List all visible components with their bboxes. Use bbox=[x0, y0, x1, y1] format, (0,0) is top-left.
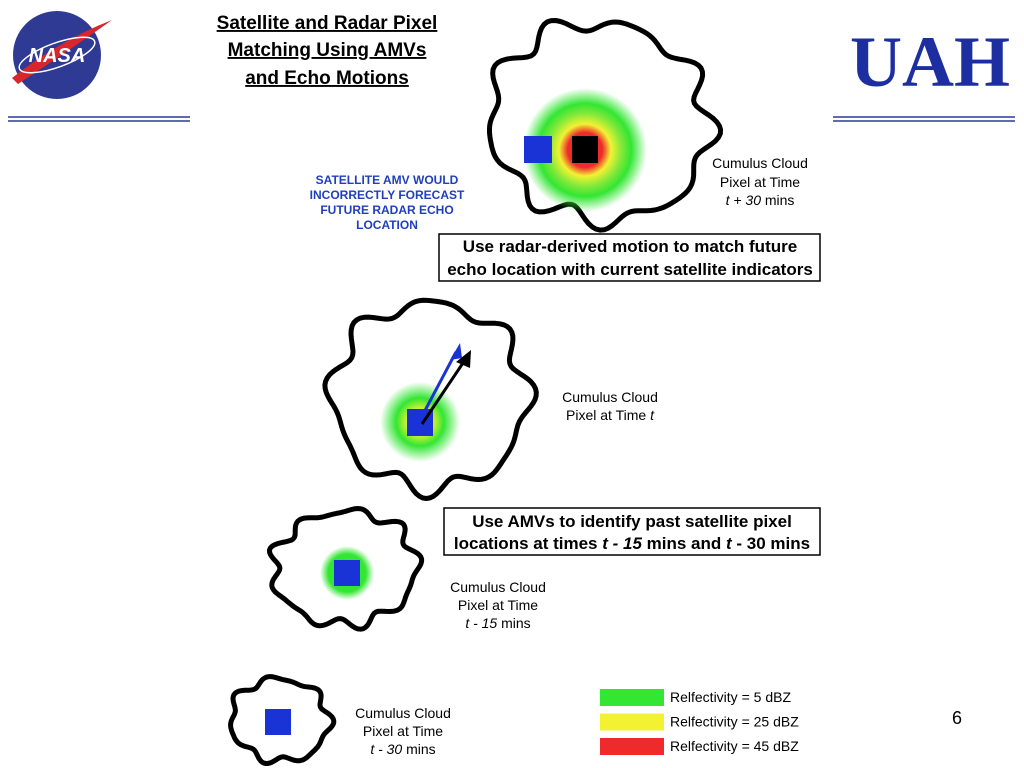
header-rules bbox=[8, 116, 1015, 122]
cloud-label: t - 30 mins bbox=[370, 741, 435, 757]
texts: Satellite and Radar Pixel Matching Using … bbox=[217, 13, 962, 757]
text-segment: Cumulus Cloud bbox=[562, 389, 658, 405]
callout-box bbox=[438, 233, 821, 282]
callout-text: Use radar-derived motion to match future bbox=[463, 237, 797, 256]
text-segment: echo location with current satellite ind… bbox=[447, 260, 813, 279]
legend-label: Relfectivity = 45 dBZ bbox=[670, 738, 799, 754]
cloud-label: Pixel at Time bbox=[363, 723, 443, 739]
text-segment: t - 30 bbox=[370, 741, 402, 757]
callout-text: locations at times t - 15 mins and t - 3… bbox=[454, 534, 810, 553]
legend-label: Relfectivity = 5 dBZ bbox=[670, 689, 791, 705]
text-segment: mins bbox=[402, 741, 435, 757]
slide-title: Satellite and Radar Pixel bbox=[217, 13, 438, 34]
text-segment: mins bbox=[761, 192, 794, 208]
callout-text: Use AMVs to identify past satellite pixe… bbox=[472, 512, 792, 531]
satellite-pixel bbox=[524, 136, 552, 163]
warning-text: SATELLITE AMV WOULD bbox=[316, 173, 459, 187]
page-number: 6 bbox=[952, 708, 962, 728]
cloud-label: t + 30 mins bbox=[726, 192, 795, 208]
warning-text: LOCATION bbox=[356, 218, 418, 232]
callout-text: echo location with current satellite ind… bbox=[447, 260, 813, 279]
logo-text: NASA bbox=[29, 45, 86, 67]
radar-pixel bbox=[572, 136, 598, 163]
text-segment: t + 30 bbox=[726, 192, 762, 208]
text-segment: t - 15 bbox=[465, 615, 497, 631]
cloud-label: Cumulus Cloud bbox=[562, 389, 658, 405]
cloud-label: Cumulus Cloud bbox=[712, 155, 808, 171]
text-segment: t - 15 bbox=[602, 534, 642, 553]
text-segment: Pixel at Time bbox=[566, 407, 650, 423]
text-segment: Pixel at Time bbox=[720, 174, 800, 190]
cloud-label: Pixel at Time bbox=[458, 597, 538, 613]
slide-title: Matching Using AMVs bbox=[228, 40, 427, 61]
text-segment: mins and bbox=[642, 534, 726, 553]
satellite-pixel bbox=[334, 560, 360, 586]
cloud-label: Pixel at Time t bbox=[566, 407, 655, 423]
text-segment: t bbox=[650, 407, 655, 423]
warning-text: INCORRECTLY FORECAST bbox=[310, 188, 465, 202]
nasa-logo: NASA bbox=[12, 11, 112, 99]
cloud-label: t - 15 mins bbox=[465, 615, 530, 631]
legend-swatch bbox=[600, 689, 664, 706]
text-segment: Pixel at Time bbox=[363, 723, 443, 739]
legend-swatch bbox=[600, 738, 664, 755]
text-segment: - 30 mins bbox=[732, 534, 810, 553]
cloud-label: Cumulus Cloud bbox=[450, 579, 546, 595]
text-segment: Pixel at Time bbox=[458, 597, 538, 613]
warning-text: FUTURE RADAR ECHO bbox=[320, 203, 453, 217]
satellite-pixel bbox=[265, 709, 291, 735]
slide-title: and Echo Motions bbox=[245, 68, 409, 89]
uah-logo: UAH bbox=[850, 22, 1010, 102]
text-segment: Use radar-derived motion to match future bbox=[463, 237, 797, 256]
text-segment: Cumulus Cloud bbox=[450, 579, 546, 595]
text-segment: Use AMVs to identify past satellite pixe… bbox=[472, 512, 792, 531]
callout-box bbox=[443, 507, 821, 556]
cloud-label: Pixel at Time bbox=[720, 174, 800, 190]
text-segment: locations at times bbox=[454, 534, 602, 553]
cloud-label: Cumulus Cloud bbox=[355, 705, 451, 721]
legend-label: Relfectivity = 25 dBZ bbox=[670, 714, 799, 730]
text-segment: t bbox=[726, 534, 733, 553]
legend-swatch bbox=[600, 713, 664, 731]
motion-arrows bbox=[418, 343, 471, 425]
text-segment: Cumulus Cloud bbox=[355, 705, 451, 721]
text-segment: mins bbox=[497, 615, 530, 631]
text-segment: Cumulus Cloud bbox=[712, 155, 808, 171]
